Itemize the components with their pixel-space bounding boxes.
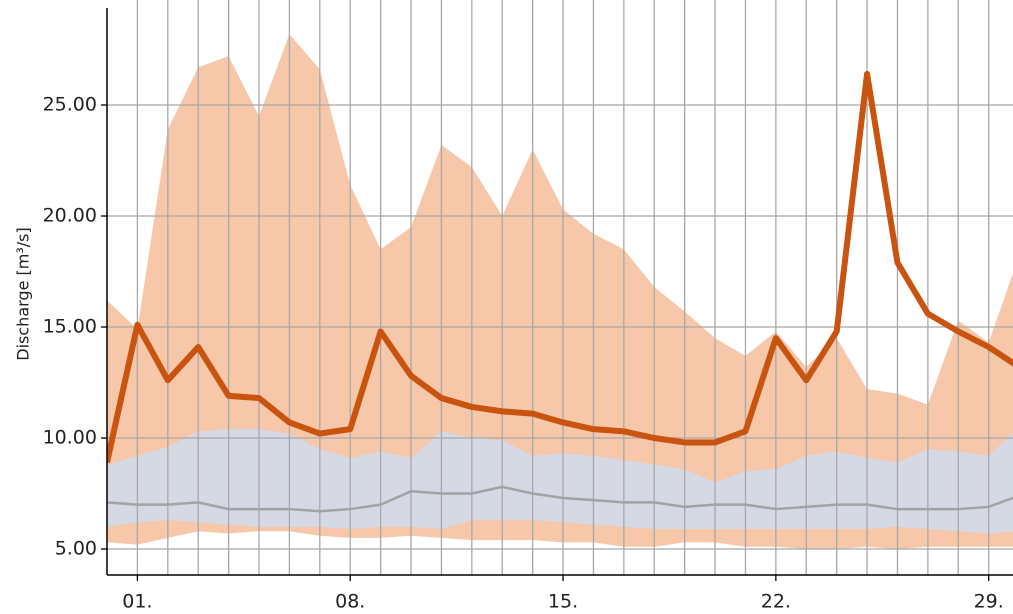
- y-tick-label: 10.00: [43, 427, 97, 449]
- y-tick-label: 25.00: [43, 94, 97, 116]
- x-tick-label: 22.: [761, 591, 791, 613]
- x-tick-label: 01.: [122, 591, 152, 613]
- band-area: [107, 33, 1013, 550]
- y-tick-label: 20.00: [43, 205, 97, 227]
- plot-area: [107, 0, 1013, 575]
- x-tick-label: 29.: [974, 591, 1004, 613]
- series-line: [107, 485, 1013, 513]
- series-line: [107, 70, 1013, 464]
- y-axis-label: Discharge [m³/s]: [14, 227, 33, 360]
- axes: 5.00 10.00 15.00 20.00 25.00 01. 08. 15. 22. 29.: [43, 8, 1013, 613]
- y-tick-label: 15.00: [43, 316, 97, 338]
- x-tick-label: 08.: [335, 591, 365, 613]
- y-tick-label: 5.00: [55, 538, 97, 560]
- x-tick-label: 15.: [548, 591, 578, 613]
